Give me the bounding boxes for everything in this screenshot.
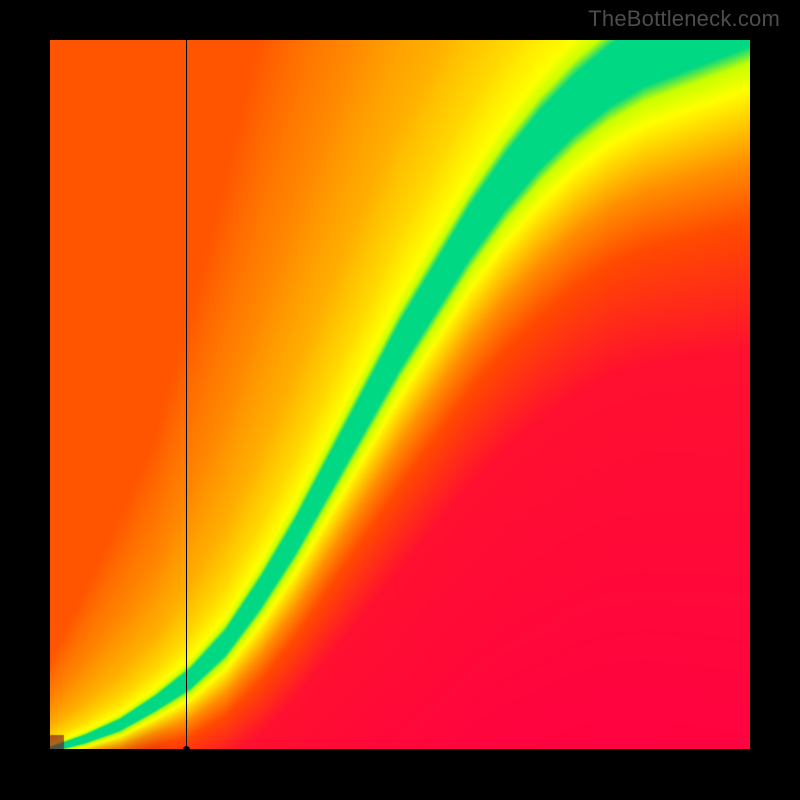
- heatmap-canvas: [50, 40, 750, 750]
- chart-container: TheBottleneck.com: [0, 0, 800, 800]
- y-guideline: [50, 749, 750, 750]
- x-guideline: [186, 40, 187, 750]
- heatmap-plot: [50, 40, 750, 750]
- attribution-text: TheBottleneck.com: [588, 6, 780, 32]
- guideline-marker: [183, 746, 190, 753]
